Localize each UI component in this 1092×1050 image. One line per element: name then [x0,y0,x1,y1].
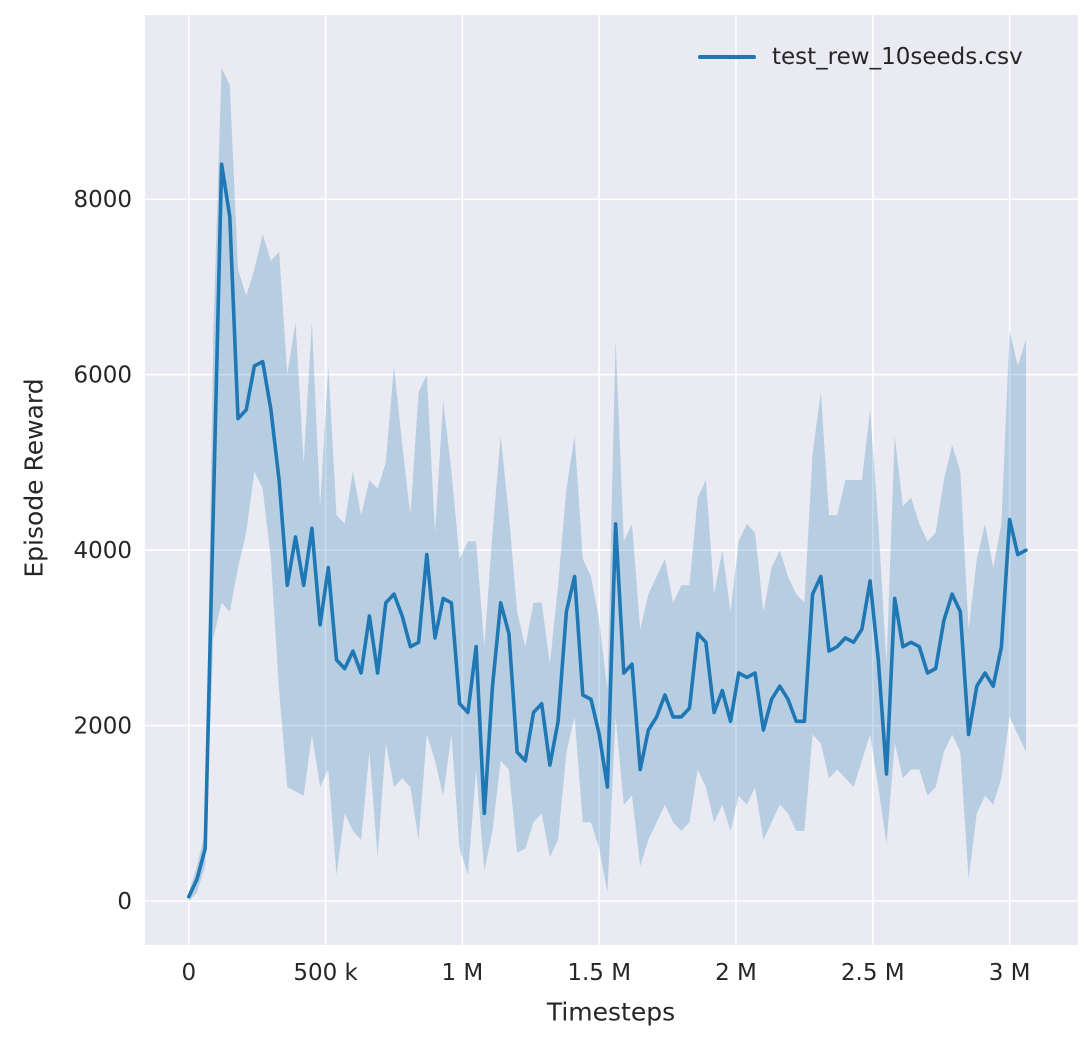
confidence-band [188,67,1027,902]
y-tick-label: 6000 [73,363,132,389]
x-tick-label: 500 k [293,960,358,986]
x-tick-label: 0 [181,960,196,986]
y-tick-label: 0 [117,889,132,915]
x-tick-label: 3 M [989,960,1031,986]
mean-line [187,162,1028,899]
legend-label: test_rew_10seeds.csv [772,44,1023,70]
y-tick-label: 2000 [73,714,132,740]
x-axis-label: Timesteps [546,997,676,1027]
plot-area [145,15,1078,945]
legend-line-sample [698,55,756,59]
x-tick-label: 1 M [441,960,483,986]
y-tick-label: 8000 [73,187,132,213]
x-tick-label: 2.5 M [841,960,905,986]
legend: test_rew_10seeds.csv [698,44,1023,70]
y-tick-label: 4000 [73,538,132,564]
x-tick-label: 2 M [715,960,757,986]
y-axis-label: Episode Reward [19,378,49,578]
x-tick-label: 1.5 M [567,960,631,986]
